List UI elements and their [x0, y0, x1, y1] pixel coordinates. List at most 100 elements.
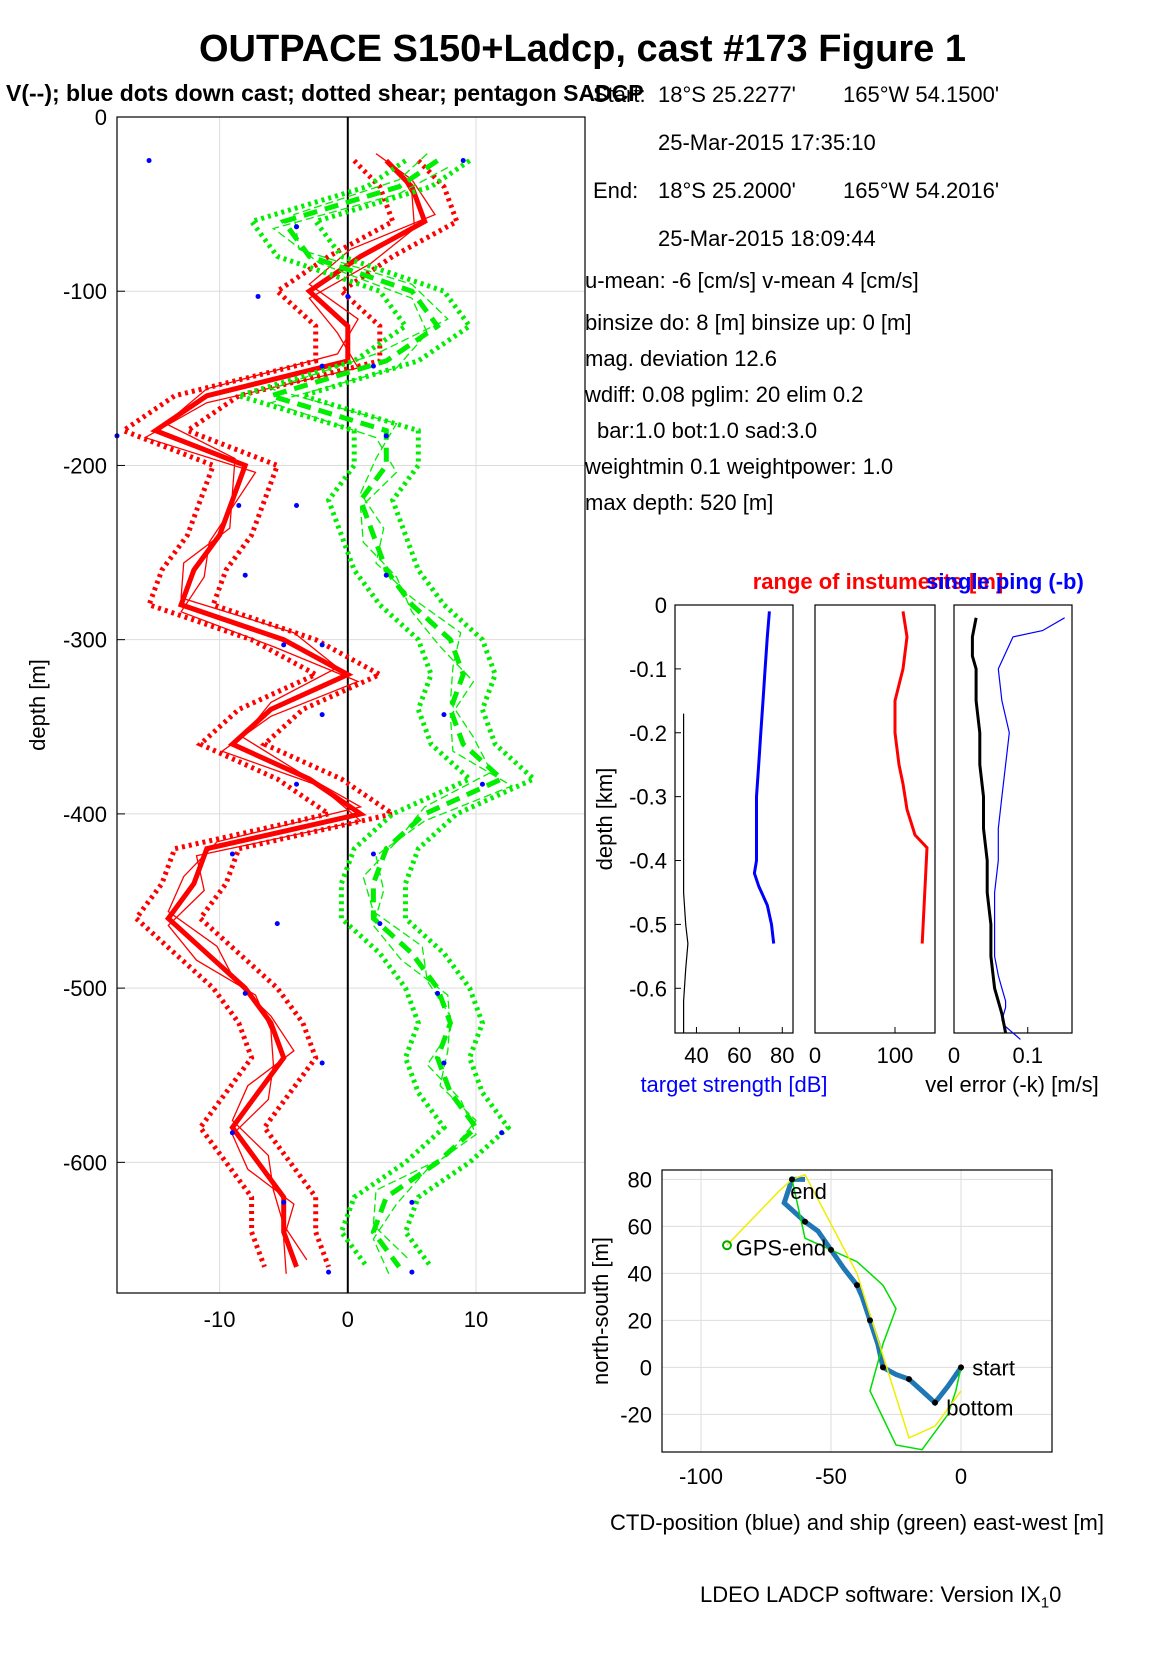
start-longitude: 165°W 54.1500': [843, 82, 1000, 107]
software-footer: LDEO LADCP software: Version IX10: [700, 1582, 1061, 1611]
footer-tail: 0: [1049, 1582, 1062, 1607]
track-marker-dot: [906, 1376, 912, 1383]
u-profile-line: [150, 158, 428, 1268]
end-longitude: 165°W 54.2016': [843, 178, 1000, 203]
shear-envelope-line: [230, 158, 475, 1269]
downcast-dot: [383, 433, 389, 439]
x-tick-label: 0: [809, 1043, 821, 1068]
bin-size: binsize do: 8 [m] binsize up: 0 [m]: [585, 310, 912, 335]
downcast-dot: [435, 990, 441, 996]
target-strength-label: target strength [dB]: [640, 1072, 827, 1097]
y-tick-label: -0.3: [629, 785, 667, 810]
downcast-dot: [460, 158, 466, 164]
downcast-dot: [326, 1269, 332, 1275]
track-marker-dot: [802, 1218, 808, 1225]
x-tick-label: 100: [877, 1043, 914, 1068]
range-of-instruments-axes-frame: [814, 604, 936, 1034]
y-tick-label: 40: [628, 1261, 652, 1286]
downcast-dot: [409, 1199, 415, 1205]
max-depth: max depth: 520 [m]: [585, 490, 774, 515]
weight-params: weightmin 0.1 weightpower: 1.0: [585, 454, 894, 479]
downcast-dot: [274, 921, 280, 927]
y-tick-label: 60: [628, 1214, 652, 1239]
y-tick-label: -100: [63, 279, 107, 304]
track-marker-dot: [932, 1399, 938, 1406]
y-tick-label: -300: [63, 628, 107, 653]
downcast-dot: [294, 503, 300, 509]
variant-profile-line: [143, 167, 416, 1274]
y-tick-label: -600: [63, 1150, 107, 1175]
track-label: end: [790, 1179, 827, 1204]
downcast-dot: [499, 1130, 505, 1136]
downcast-dot: [281, 1199, 287, 1205]
v-profile-line: [262, 158, 507, 1269]
downcast-dot: [229, 1130, 235, 1136]
y-tick-label: 0: [655, 593, 667, 618]
x-tick-label: 60: [727, 1043, 751, 1068]
start-time: 25-Mar-2015 17:35:10: [658, 130, 876, 155]
x-tick-label: 0: [342, 1307, 354, 1332]
x-tick-label: -100: [679, 1464, 723, 1489]
position-axes-frame: [661, 1169, 1053, 1453]
x-tick-label: 0.1: [1012, 1043, 1043, 1068]
downcast-dot: [242, 990, 248, 996]
east-west-label: CTD-position (blue) and ship (green) eas…: [610, 1510, 1104, 1535]
x-tick-label: 10: [464, 1307, 488, 1332]
footer-subscript: 1: [1040, 1594, 1050, 1612]
north-south-label: north-south [m]: [588, 1237, 613, 1385]
downcast-dot: [377, 921, 383, 927]
variant-profile-line: [164, 153, 436, 1261]
y-tick-label: -200: [63, 453, 107, 478]
downcast-dot: [236, 503, 242, 509]
track-marker-dot: [958, 1364, 964, 1371]
gps-end-marker: [722, 1240, 732, 1251]
y-tick-label: 0: [640, 1355, 652, 1380]
downcast-dot: [409, 1269, 415, 1275]
track-marker-dot: [828, 1246, 834, 1253]
downcast-dot: [319, 363, 325, 369]
x-tick-label: 40: [684, 1043, 708, 1068]
range-title: range of instuments [m]: [753, 569, 1004, 594]
target-strength-axes-frame: [674, 604, 794, 1034]
y-tick-label: -0.1: [629, 657, 667, 682]
downcast-dot: [441, 1060, 447, 1066]
x-tick-label: 0: [955, 1464, 967, 1489]
magnetic-deviation: mag. deviation 12.6: [585, 346, 778, 371]
x-tick-label: 0: [948, 1043, 960, 1068]
end-latitude: 18°S 25.2000': [658, 178, 796, 203]
downcast-dot: [255, 293, 261, 299]
track-line-yellow: [726, 1173, 962, 1439]
downcast-dot: [242, 572, 248, 578]
downcast-dot: [345, 293, 351, 299]
end-time: 25-Mar-2015 18:09:44: [658, 226, 876, 251]
vel-error-label: vel error (-k) [m/s]: [925, 1072, 1099, 1097]
track-marker-dot: [867, 1317, 873, 1324]
start-label: Start:: [593, 82, 646, 107]
y-tick-label: -0.4: [629, 849, 667, 874]
single-ping-title: single ping (-b): [926, 569, 1084, 594]
downcast-dot: [319, 642, 325, 648]
track-line-ctd-position: [781, 1176, 964, 1407]
downcast-dot: [319, 1060, 325, 1066]
shear-envelope-line: [182, 158, 460, 1268]
vel-error-axes-frame: [953, 604, 1073, 1034]
x-tick-label: -10: [204, 1307, 236, 1332]
vel-error-series-line: [970, 617, 1008, 1034]
x-tick-label: 80: [770, 1043, 794, 1068]
track-label: start: [972, 1355, 1015, 1380]
downcast-dot: [281, 642, 287, 648]
y-tick-label: -0.2: [629, 721, 667, 746]
y-tick-label: 0: [95, 105, 107, 130]
downcast-dot: [479, 781, 485, 787]
y-tick-label: 80: [628, 1167, 652, 1192]
track-marker-dot: [789, 1176, 795, 1183]
track-label: GPS-end: [736, 1236, 827, 1261]
y-tick-label: -20: [620, 1402, 652, 1427]
track-label: bottom: [946, 1395, 1013, 1420]
footer-text: LDEO LADCP software: Version IX: [700, 1582, 1041, 1607]
end-label: End:: [593, 178, 639, 203]
downcast-dot: [370, 363, 376, 369]
figure-title: OUTPACE S150+Ladcp, cast #173 Figure 1: [199, 28, 966, 70]
velocity-axes-frame: [116, 116, 586, 1294]
